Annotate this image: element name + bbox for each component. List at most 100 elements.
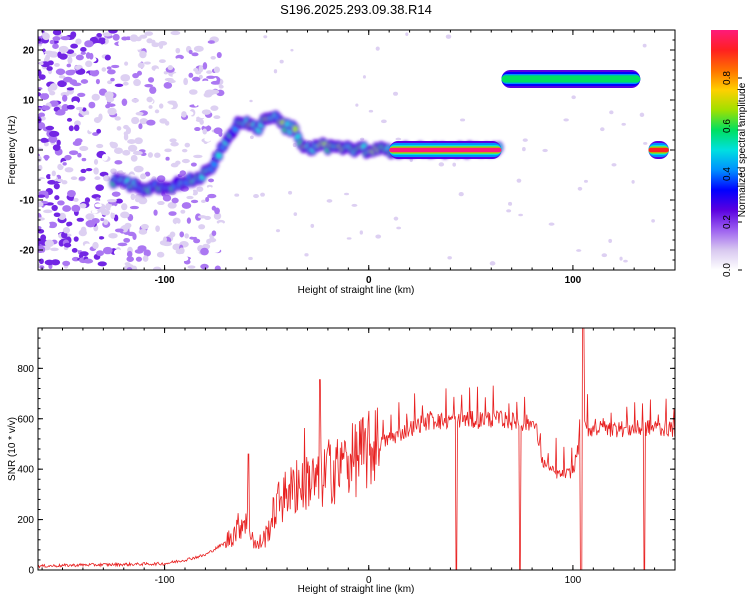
noise-blob: [61, 180, 68, 185]
noise-speck: [619, 256, 623, 261]
noise-blob: [158, 59, 166, 64]
noise-blob: [91, 209, 98, 214]
noise-blob: [132, 150, 143, 156]
noise-blob: [206, 47, 215, 52]
noise-blob: [38, 201, 44, 208]
noise-blob: [121, 203, 128, 211]
noise-blob: [165, 33, 172, 38]
colorbar-label: Normalized spectral amplitude: [737, 82, 748, 217]
noise-blob: [66, 87, 75, 91]
noise-blob: [38, 237, 43, 245]
noise-blob: [134, 43, 143, 50]
noise-speck: [381, 119, 387, 124]
noise-speck: [642, 43, 647, 48]
noise-blob: [59, 62, 64, 70]
noise-blob: [189, 188, 194, 196]
noise-blob: [85, 60, 93, 68]
noise-blob: [202, 128, 208, 135]
noise-blob: [62, 162, 67, 166]
noise-blob: [103, 175, 111, 182]
noise-speck: [518, 213, 523, 217]
noise-blob: [114, 228, 124, 233]
noise-blob: [92, 234, 100, 242]
noise-blob: [194, 127, 201, 132]
noise-blob: [73, 124, 80, 132]
noise-blob: [96, 250, 104, 257]
noise-blob: [188, 72, 194, 78]
noise-blob: [96, 128, 102, 134]
noise-blob: [115, 198, 123, 204]
noise-blob: [53, 183, 60, 190]
noise-speck: [393, 216, 399, 221]
noise-blob: [207, 40, 215, 44]
spectrogram-ylabel: Frequency (Hz): [7, 116, 18, 185]
noise-speck: [396, 226, 402, 230]
noise-blob: [140, 173, 147, 180]
noise-blob: [216, 51, 222, 59]
noise-blob: [104, 54, 111, 61]
noise-speck: [445, 34, 452, 39]
noise-blob: [125, 126, 131, 135]
noise-blob: [206, 70, 213, 74]
noise-blob: [154, 267, 160, 270]
noise-blob: [180, 209, 186, 214]
noise-blob: [163, 81, 173, 89]
y-tick-label: -10: [20, 196, 35, 207]
noise-speck: [375, 234, 382, 239]
noise-blob: [199, 119, 204, 125]
noise-blob: [146, 119, 156, 126]
noise-speck: [548, 222, 555, 226]
ridge-core: [292, 125, 299, 133]
noise-blob: [165, 127, 171, 135]
noise-blob: [178, 141, 186, 146]
noise-speck: [611, 163, 617, 167]
spectrogram-xlabel: Height of straight line (km): [298, 285, 415, 296]
noise-blob: [181, 158, 190, 164]
x-tick-label: -100: [155, 575, 175, 586]
noise-blob: [42, 32, 50, 41]
noise-speck: [583, 179, 588, 183]
noise-blob: [165, 156, 170, 161]
noise-blob: [140, 223, 149, 230]
noise-speck: [522, 146, 526, 152]
noise-blob: [42, 138, 50, 143]
noise-blob: [55, 110, 66, 116]
noise-blob: [181, 148, 188, 153]
noise-blob: [95, 184, 104, 191]
noise-blob: [54, 63, 60, 67]
noise-blob: [75, 54, 84, 61]
noise-blob: [144, 31, 154, 36]
noise-speck: [516, 178, 522, 183]
noise-blob: [138, 123, 143, 130]
noise-blob: [117, 242, 128, 247]
noise-blob: [139, 50, 147, 59]
noise-speck: [368, 109, 374, 113]
snr-ticks: -100 0 100 0 200 400 600 800: [17, 327, 676, 586]
noise-blob: [107, 107, 117, 116]
noise-blob: [190, 162, 197, 167]
noise-speck: [563, 118, 569, 122]
colorbar-ticks: 0.0 0.2 0.4 0.6 0.8: [722, 71, 742, 277]
noise-blob: [127, 139, 136, 145]
noise-blob: [154, 68, 160, 76]
colorbar-tick-label: 0.2: [722, 215, 733, 229]
snr-ylabel: SNR (10 * v/v): [7, 417, 18, 481]
noise-blob: [134, 137, 143, 145]
noise-blob: [211, 205, 217, 211]
noise-blob: [77, 152, 82, 158]
noise-blob: [70, 176, 78, 180]
noise-blob: [77, 92, 86, 97]
noise-blob: [189, 141, 199, 146]
noise-blob: [172, 72, 181, 79]
noise-blob: [93, 43, 102, 47]
noise-blob: [101, 67, 107, 72]
noise-blob: [62, 94, 68, 102]
noise-blob: [84, 197, 91, 204]
noise-blob: [106, 198, 117, 203]
noise-blob: [193, 238, 201, 244]
noise-blob: [78, 176, 86, 181]
noise-blob: [188, 89, 198, 95]
noise-blob: [58, 75, 66, 79]
